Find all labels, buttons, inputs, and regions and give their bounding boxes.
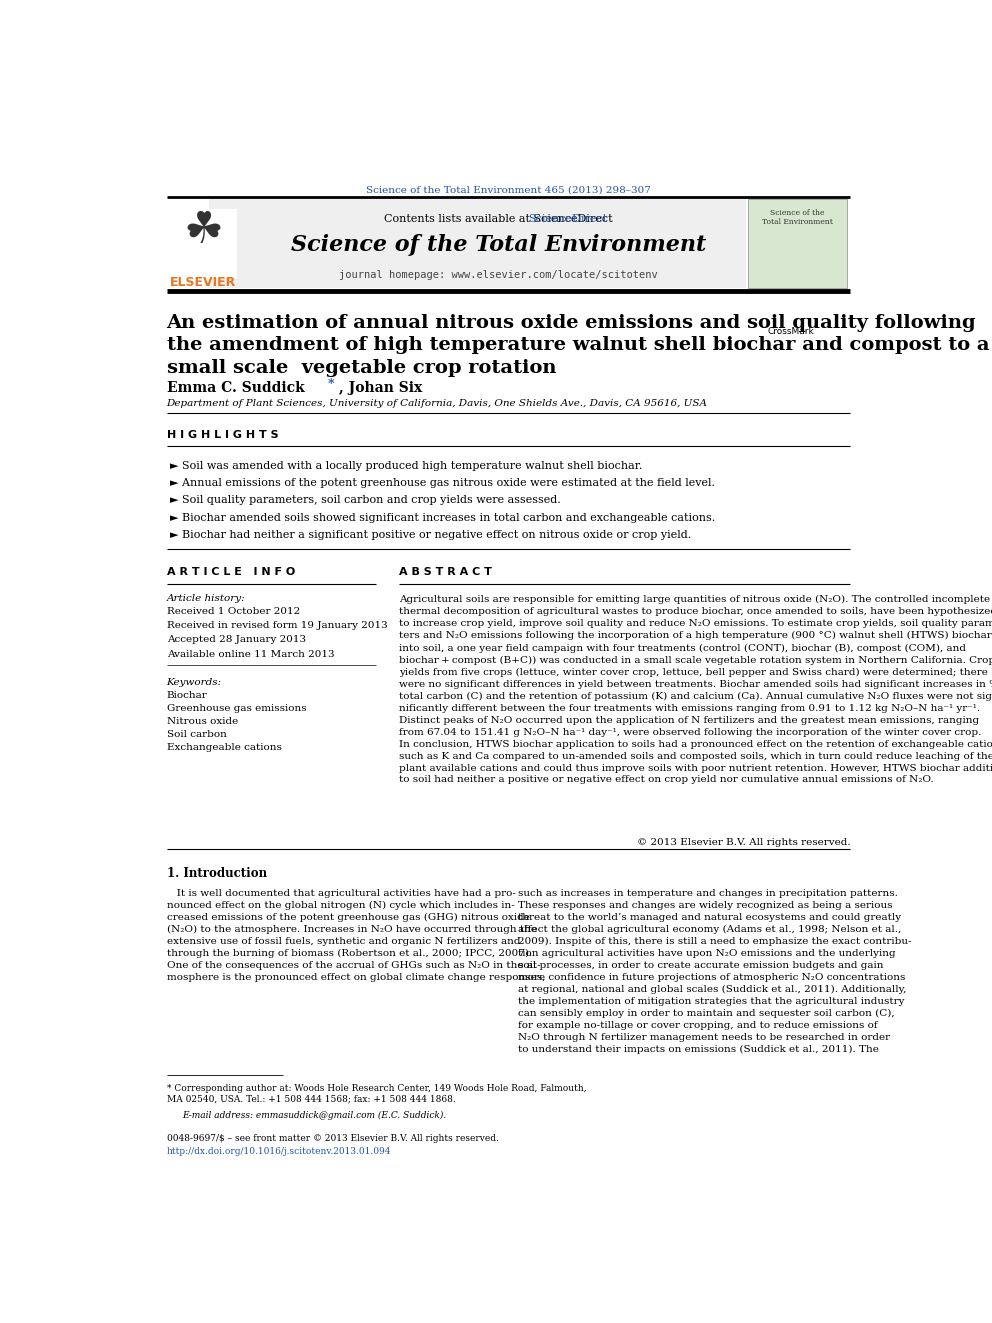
Text: , Johan Six: , Johan Six (338, 381, 422, 394)
Text: Department of Plant Sciences, University of California, Davis, One Shields Ave.,: Department of Plant Sciences, University… (167, 400, 707, 407)
Text: It is well documented that agricultural activities have had a pro-
nounced effec: It is well documented that agricultural … (167, 889, 545, 982)
Text: © 2013 Elsevier B.V. All rights reserved.: © 2013 Elsevier B.V. All rights reserved… (637, 837, 850, 847)
Text: H I G H L I G H T S: H I G H L I G H T S (167, 430, 278, 439)
Text: ☘: ☘ (184, 209, 223, 251)
Text: http://dx.doi.org/10.1016/j.scitotenv.2013.01.094: http://dx.doi.org/10.1016/j.scitotenv.20… (167, 1147, 391, 1156)
Text: E-mail address: emmasuddick@gmail.com (E.C. Suddick).: E-mail address: emmasuddick@gmail.com (E… (183, 1111, 446, 1121)
Text: 1. Introduction: 1. Introduction (167, 867, 267, 880)
Text: ► Biochar had neither a significant positive or negative effect on nitrous oxide: ► Biochar had neither a significant posi… (171, 531, 691, 540)
Text: Nitrous oxide: Nitrous oxide (167, 717, 238, 726)
Text: A R T I C L E   I N F O: A R T I C L E I N F O (167, 566, 295, 577)
Text: ELSEVIER: ELSEVIER (170, 275, 236, 288)
Text: Accepted 28 January 2013: Accepted 28 January 2013 (167, 635, 306, 644)
Text: ScienceDirect: ScienceDirect (529, 214, 608, 224)
Text: Contents lists available at ScienceDirect: Contents lists available at ScienceDirec… (385, 214, 613, 224)
Text: Science of the Total Environment: Science of the Total Environment (291, 234, 706, 257)
Text: An estimation of annual nitrous oxide emissions and soil quality following
the a: An estimation of annual nitrous oxide em… (167, 315, 989, 377)
Bar (748, 198, 847, 288)
Text: ► Annual emissions of the potent greenhouse gas nitrous oxide were estimated at : ► Annual emissions of the potent greenho… (171, 478, 715, 488)
Text: Science of the
Total Environment: Science of the Total Environment (762, 209, 833, 226)
Text: Emma C. Suddick: Emma C. Suddick (167, 381, 305, 394)
Text: such as increases in temperature and changes in precipitation patterns.
These re: such as increases in temperature and cha… (518, 889, 912, 1054)
Text: 0048-9697/$ – see front matter © 2013 Elsevier B.V. All rights reserved.: 0048-9697/$ – see front matter © 2013 El… (167, 1134, 499, 1143)
Text: *: * (327, 378, 334, 392)
Bar (209, 197, 746, 288)
Text: Article history:: Article history: (167, 594, 245, 603)
Text: Received 1 October 2012: Received 1 October 2012 (167, 607, 300, 617)
Text: ► Biochar amended soils showed significant increases in total carbon and exchang: ► Biochar amended soils showed significa… (171, 512, 716, 523)
Text: Soil carbon: Soil carbon (167, 730, 226, 740)
Text: ► Soil quality parameters, soil carbon and crop yields were assessed.: ► Soil quality parameters, soil carbon a… (171, 495, 561, 505)
Text: * Corresponding author at: Woods Hole Research Center, 149 Woods Hole Road, Falm: * Corresponding author at: Woods Hole Re… (167, 1085, 586, 1103)
Text: A B S T R A C T: A B S T R A C T (399, 566, 492, 577)
Text: Received in revised form 19 January 2013: Received in revised form 19 January 2013 (167, 620, 387, 630)
Text: CrossMark: CrossMark (767, 327, 814, 336)
Text: ► Soil was amended with a locally produced high temperature walnut shell biochar: ► Soil was amended with a locally produc… (171, 460, 643, 471)
Text: Exchangeable cations: Exchangeable cations (167, 744, 282, 753)
Text: Keywords:: Keywords: (167, 677, 222, 687)
Text: Science of the Total Environment 465 (2013) 298–307: Science of the Total Environment 465 (20… (366, 185, 651, 194)
Bar (169, 209, 237, 278)
Text: Greenhouse gas emissions: Greenhouse gas emissions (167, 704, 307, 713)
Text: Biochar: Biochar (167, 691, 207, 700)
Text: Agricultural soils are responsible for emitting large quantities of nitrous oxid: Agricultural soils are responsible for e… (399, 595, 992, 785)
Text: journal homepage: www.elsevier.com/locate/scitotenv: journal homepage: www.elsevier.com/locat… (339, 270, 658, 279)
Text: Available online 11 March 2013: Available online 11 March 2013 (167, 650, 334, 659)
